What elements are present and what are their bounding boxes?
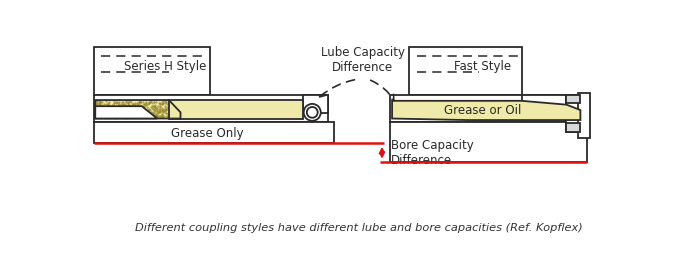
Text: Fast Style: Fast Style	[454, 61, 511, 73]
Bar	[94, 122, 334, 143]
Bar	[522, 95, 584, 114]
Bar	[566, 123, 580, 132]
Circle shape	[304, 104, 321, 121]
Polygon shape	[95, 100, 181, 119]
Bar	[303, 95, 328, 113]
Text: Series H Style: Series H Style	[124, 61, 206, 73]
Polygon shape	[95, 106, 158, 119]
Text: Grease or Oil: Grease or Oil	[444, 104, 522, 117]
Bar	[94, 47, 210, 95]
Bar	[390, 95, 584, 122]
Text: Bore Capacity
Difference: Bore Capacity Difference	[391, 139, 474, 167]
Bar	[94, 95, 328, 122]
Bar	[566, 95, 580, 103]
Polygon shape	[392, 101, 580, 120]
Bar	[390, 122, 587, 162]
Text: Grease Only: Grease Only	[172, 127, 244, 140]
Polygon shape	[169, 100, 303, 119]
Bar	[578, 93, 589, 138]
Text: Lube Capacity
Difference: Lube Capacity Difference	[321, 46, 405, 74]
Text: Different coupling styles have different lube and bore capacities (Ref. Kopflex): Different coupling styles have different…	[135, 223, 582, 233]
Bar	[566, 95, 584, 132]
Bar	[409, 47, 522, 95]
